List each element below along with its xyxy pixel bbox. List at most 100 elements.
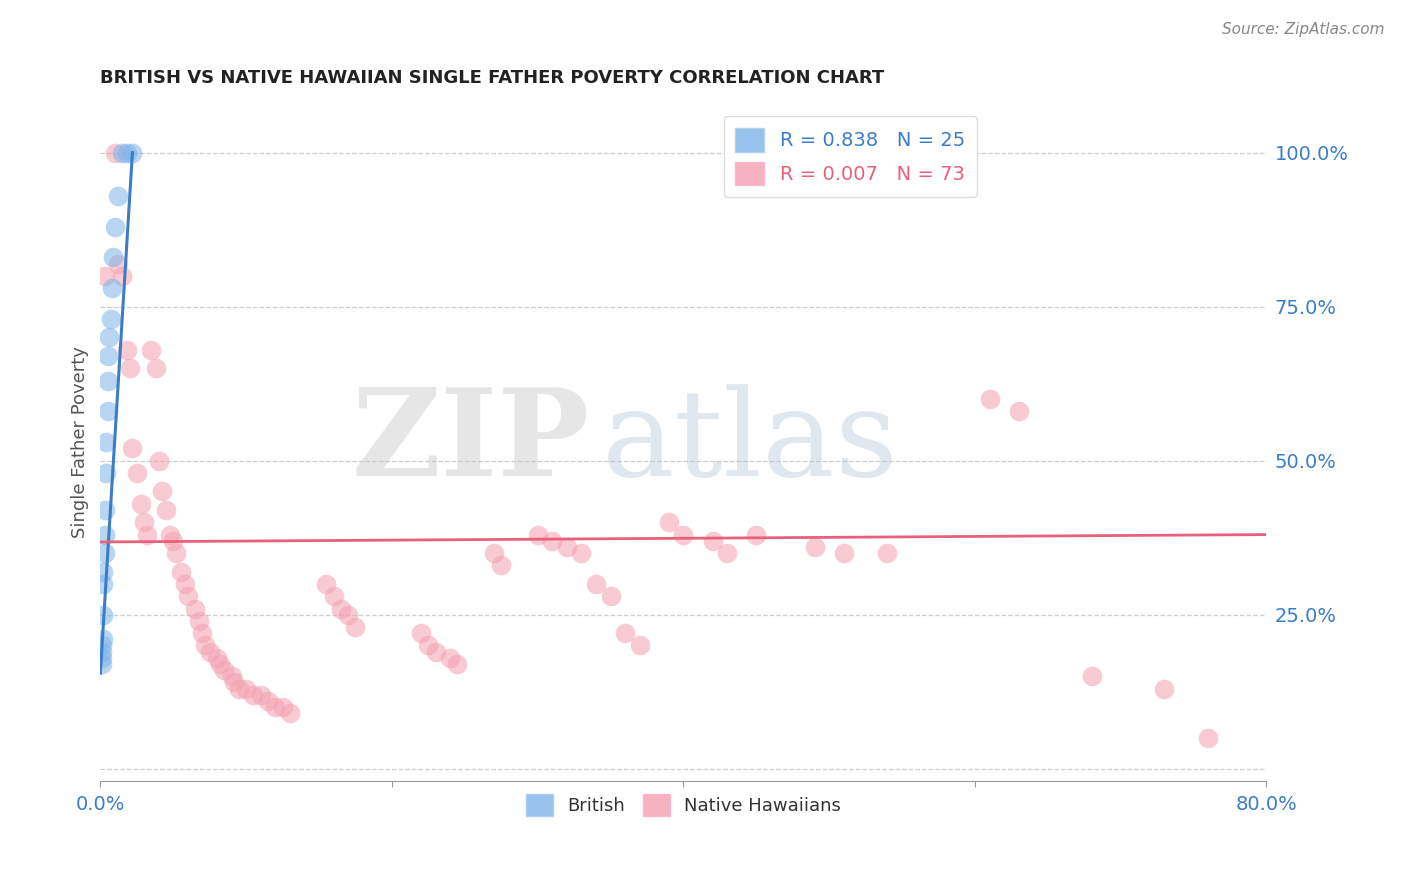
Point bbox=[97, 349, 120, 363]
Point bbox=[541, 533, 564, 548]
Point bbox=[409, 626, 432, 640]
Point bbox=[876, 546, 898, 560]
Text: atlas: atlas bbox=[602, 384, 898, 500]
Point bbox=[115, 145, 138, 160]
Point bbox=[111, 268, 134, 283]
Point bbox=[264, 700, 287, 714]
Point bbox=[337, 607, 360, 622]
Point bbox=[672, 527, 695, 541]
Point bbox=[103, 251, 125, 265]
Point bbox=[159, 527, 181, 541]
Point bbox=[191, 626, 214, 640]
Point bbox=[118, 361, 141, 376]
Point bbox=[221, 669, 243, 683]
Point bbox=[1008, 404, 1031, 418]
Point bbox=[446, 657, 468, 671]
Point bbox=[235, 681, 257, 696]
Point bbox=[242, 688, 264, 702]
Point bbox=[1197, 731, 1219, 745]
Point bbox=[832, 546, 855, 560]
Point bbox=[91, 607, 114, 622]
Point bbox=[121, 442, 143, 456]
Point bbox=[184, 601, 207, 615]
Point bbox=[169, 565, 191, 579]
Point bbox=[585, 577, 607, 591]
Point bbox=[418, 639, 440, 653]
Point bbox=[482, 546, 505, 560]
Point bbox=[93, 268, 115, 283]
Point bbox=[249, 688, 271, 702]
Point bbox=[329, 601, 352, 615]
Text: ZIP: ZIP bbox=[352, 384, 591, 501]
Point bbox=[148, 453, 170, 467]
Y-axis label: Single Father Poverty: Single Father Poverty bbox=[72, 346, 89, 538]
Point bbox=[141, 343, 163, 357]
Point bbox=[100, 312, 122, 326]
Point bbox=[702, 533, 724, 548]
Point bbox=[271, 700, 294, 714]
Point bbox=[90, 645, 112, 659]
Text: Source: ZipAtlas.com: Source: ZipAtlas.com bbox=[1222, 22, 1385, 37]
Text: BRITISH VS NATIVE HAWAIIAN SINGLE FATHER POVERTY CORRELATION CHART: BRITISH VS NATIVE HAWAIIAN SINGLE FATHER… bbox=[100, 69, 884, 87]
Point bbox=[224, 675, 246, 690]
Point bbox=[93, 527, 115, 541]
Point bbox=[104, 145, 127, 160]
Point bbox=[90, 650, 112, 665]
Point bbox=[315, 577, 337, 591]
Point bbox=[165, 546, 187, 560]
Point bbox=[803, 540, 825, 554]
Point bbox=[129, 497, 152, 511]
Point bbox=[96, 466, 118, 480]
Point bbox=[212, 663, 235, 677]
Point bbox=[91, 632, 114, 647]
Point bbox=[145, 361, 167, 376]
Point bbox=[97, 404, 120, 418]
Point bbox=[425, 645, 447, 659]
Point bbox=[90, 657, 112, 671]
Point bbox=[125, 466, 148, 480]
Point bbox=[322, 589, 344, 603]
Point bbox=[155, 503, 177, 517]
Point bbox=[1153, 681, 1175, 696]
Point bbox=[98, 330, 121, 344]
Point bbox=[599, 589, 621, 603]
Point bbox=[91, 577, 114, 591]
Point bbox=[628, 639, 651, 653]
Point bbox=[228, 681, 250, 696]
Point bbox=[93, 503, 115, 517]
Point bbox=[188, 614, 211, 628]
Point bbox=[194, 639, 217, 653]
Point bbox=[104, 219, 127, 234]
Point bbox=[115, 343, 138, 357]
Point bbox=[91, 565, 114, 579]
Point bbox=[107, 256, 129, 270]
Point bbox=[96, 435, 118, 450]
Point bbox=[132, 515, 155, 529]
Point bbox=[1080, 669, 1102, 683]
Point bbox=[658, 515, 681, 529]
Legend: British, Native Hawaiians: British, Native Hawaiians bbox=[519, 787, 848, 822]
Point bbox=[93, 546, 115, 560]
Point bbox=[439, 650, 461, 665]
Point bbox=[716, 546, 738, 560]
Point bbox=[208, 657, 231, 671]
Point bbox=[107, 188, 129, 202]
Point bbox=[97, 374, 120, 388]
Point bbox=[101, 281, 124, 295]
Point bbox=[198, 645, 221, 659]
Point bbox=[979, 392, 1001, 406]
Point bbox=[121, 145, 143, 160]
Point bbox=[344, 620, 367, 634]
Point bbox=[162, 533, 184, 548]
Point bbox=[489, 558, 512, 573]
Point bbox=[555, 540, 578, 554]
Point bbox=[177, 589, 200, 603]
Point bbox=[614, 626, 637, 640]
Point bbox=[571, 546, 593, 560]
Point bbox=[278, 706, 301, 721]
Point bbox=[205, 650, 228, 665]
Point bbox=[136, 527, 159, 541]
Point bbox=[111, 145, 134, 160]
Point bbox=[150, 484, 173, 499]
Point bbox=[526, 527, 548, 541]
